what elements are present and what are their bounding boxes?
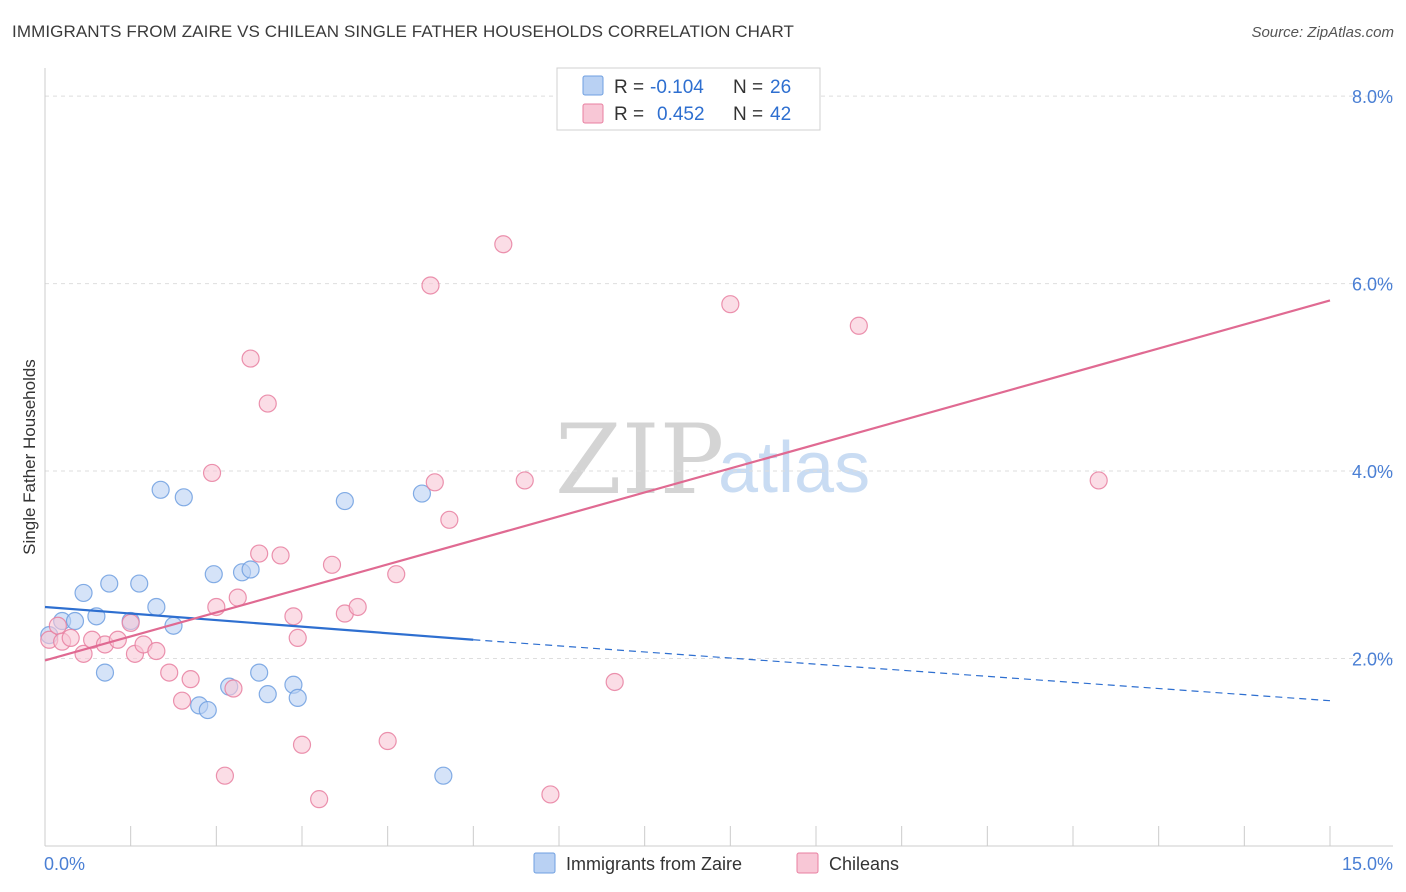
zaire-point-18 [241,560,260,579]
x-axis-ticks [130,826,1331,846]
chile-point-24 [284,607,303,626]
chile-point-17 [215,766,234,785]
legend-r-label-zaire: R = [614,77,644,98]
zaire-point-15 [204,565,223,584]
legend-n-value-chile: 42 [770,104,791,125]
zaire-point-5 [95,663,115,682]
chile-point-25 [288,628,307,648]
chile-point-8 [121,613,140,633]
y-tick-label-1: 4.0% [1352,462,1393,482]
bottom-legend-label-chile: Chileans [829,854,899,874]
legend-r-value-zaire: -0.104 [650,77,704,98]
chile-point-35 [440,510,459,529]
chile-point-33 [421,276,440,295]
correlation-legend: R = -0.104 N = 26 R = 0.452 N = 42 [556,67,821,131]
chile-point-4 [74,644,93,663]
x-tick-min: 0.0% [44,854,85,874]
chile-point-23 [271,546,290,565]
series-chile-points [40,235,1108,809]
legend-swatch-zaire [582,75,604,96]
legend-n-value-zaire: 26 [770,77,791,98]
watermark-atlas: atlas [718,428,870,508]
chile-point-12 [160,663,179,682]
chile-point-34 [425,473,444,492]
zaire-point-2 [65,611,85,631]
trendlines [44,299,1331,702]
bottom-legend-swatch-chile [796,852,819,874]
zaire-point-3 [74,583,93,603]
y-tick-label-0: 2.0% [1352,650,1393,670]
zaire-point-25 [434,766,453,785]
chile-point-28 [322,555,342,574]
zaire-point-14 [198,700,217,720]
chile-point-1 [48,616,67,635]
chile-point-42 [1089,471,1108,490]
zaire-point-22 [288,688,307,707]
gridlines [45,95,1393,660]
chile-point-41 [849,316,868,335]
zaire-trend-solid [44,605,474,641]
legend-r-label-chile: R = [614,104,644,125]
chile-point-3 [61,628,80,648]
legend-r-value-chile: 0.452 [657,104,705,125]
bottom-legend-label-zaire: Immigrants from Zaire [566,854,742,874]
chile-point-26 [292,735,312,754]
chile-point-27 [310,790,329,809]
series-legend: Immigrants from Zaire Chileans [533,852,899,874]
chile-point-20 [241,349,260,368]
watermark-zip: ZIP [555,404,724,516]
legend-swatch-chile [582,103,604,124]
chile-point-40 [721,295,740,314]
source-label: Source: ZipAtlas.com [1251,24,1394,41]
chile-point-15 [202,463,222,483]
chile-trend-solid [44,299,1331,662]
chile-point-31 [378,731,397,751]
chile-point-14 [181,670,200,689]
chile-point-30 [348,597,367,617]
zaire-point-12 [174,488,193,507]
chile-point-19 [228,588,247,607]
zaire-point-24 [412,484,432,503]
chile-point-22 [258,394,277,413]
zaire-point-8 [130,574,149,593]
zaire-point-6 [100,574,119,593]
y-tick-label-3: 8.0% [1352,87,1393,107]
y-axis-tick-labels: 2.0% 4.0% 6.0% 8.0% [1352,87,1393,669]
zaire-point-23 [335,491,354,511]
y-axis-title: Single Father Households [20,359,39,555]
legend-n-label-zaire: N = [733,77,763,98]
chile-point-37 [515,471,534,490]
chile-point-39 [605,672,624,692]
zaire-point-19 [250,663,269,682]
chile-point-11 [147,641,166,661]
legend-n-label-chile: N = [733,104,763,125]
chile-point-36 [494,235,513,254]
bottom-legend-swatch-zaire [533,852,556,874]
chart-title: IMMIGRANTS FROM ZAIRE VS CHILEAN SINGLE … [12,22,795,41]
chile-point-32 [387,565,406,584]
zaire-point-11 [151,480,170,499]
zaire-point-20 [258,685,277,704]
y-tick-label-2: 6.0% [1352,275,1393,295]
zaire-point-9 [147,597,166,617]
chile-point-21 [250,544,269,563]
chile-point-18 [224,679,243,698]
x-tick-max: 15.0% [1342,854,1393,874]
zaire-trend-dashed [473,639,1331,702]
chile-point-13 [172,691,192,710]
chile-point-38 [541,785,560,804]
